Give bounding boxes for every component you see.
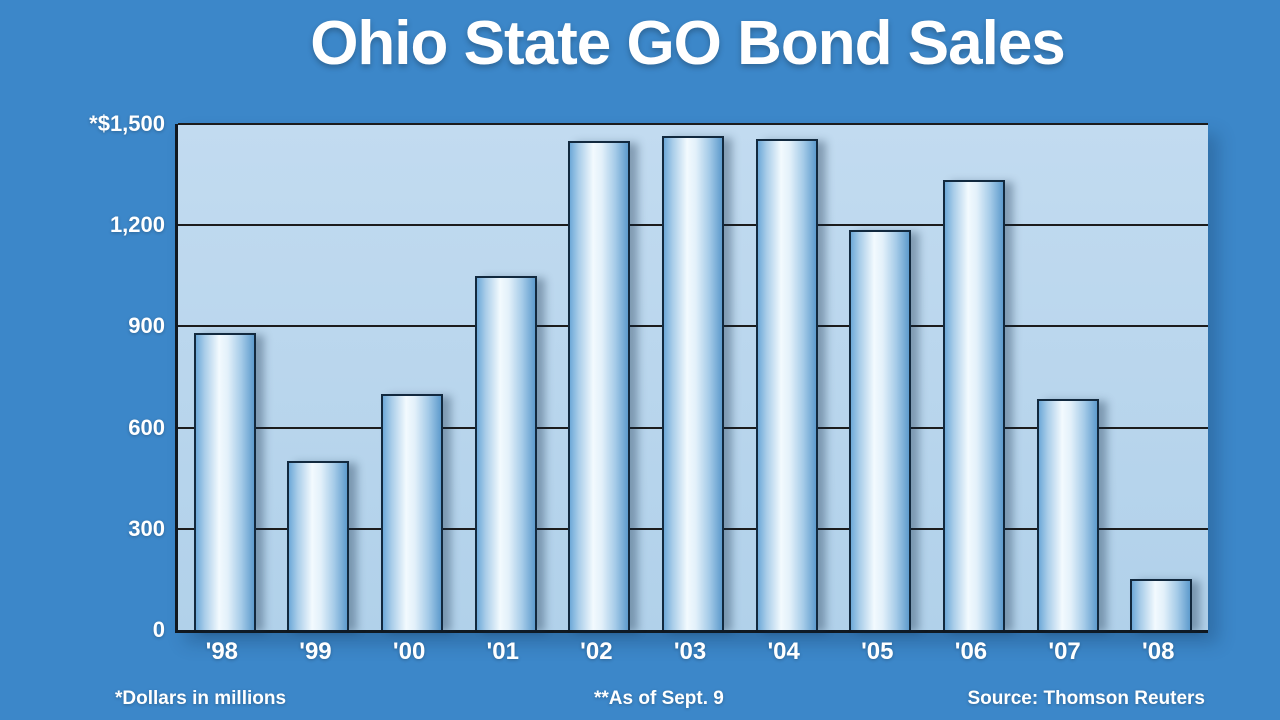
x-tick-label-07: '07 (1048, 638, 1081, 665)
plot-area (175, 123, 1208, 633)
x-tick-label-98: '98 (205, 638, 239, 665)
x-tick-label-06: '06 (954, 638, 988, 665)
gridline-1500 (178, 123, 1208, 125)
x-tick-label-04: '04 (767, 638, 800, 665)
bar-98 (193, 333, 256, 630)
bar-01 (474, 276, 537, 630)
footnotes: *Dollars in millions **As of Sept. 9 Sou… (0, 688, 1280, 714)
footnote-asof: **As of Sept. 9 (594, 688, 724, 709)
bar-05 (849, 230, 912, 630)
footnote-source: Source: Thomson Reuters (967, 688, 1205, 709)
bar-00 (381, 394, 444, 630)
y-tick-label-300: 300 (128, 515, 165, 541)
y-tick-label-900: 900 (128, 313, 165, 339)
y-tick-label-600: 600 (128, 414, 165, 440)
x-tick-label-05: '05 (861, 638, 894, 665)
x-axis-labels: '98 '99 '00 '01 '02 '03 '04 '05 '06 '07 '08 (175, 638, 1205, 672)
y-tick-label-0: 0 (152, 617, 165, 642)
y-tick-label-1500: *$1,500 (89, 111, 165, 136)
x-tick-label-08: '08 (1142, 638, 1175, 665)
bar-08 (1130, 579, 1193, 630)
bar-02 (568, 141, 631, 630)
x-tick-label-01: '01 (486, 638, 519, 665)
bar-99 (287, 461, 350, 630)
bar-07 (1036, 399, 1099, 630)
bar-06 (942, 180, 1005, 630)
x-tick-label-02: '02 (580, 638, 613, 665)
bar-03 (662, 136, 724, 630)
y-axis-labels: 0 300 600 900 1,200 *$1,500 (40, 111, 165, 642)
x-tick-label-00: '00 (392, 638, 426, 665)
y-tick-label-1200: 1,200 (109, 212, 165, 238)
chart-title: Ohio State GO Bond Sales (310, 9, 1066, 78)
x-tick-label-03: '03 (673, 638, 707, 665)
footnote-units: *Dollars in millions (115, 688, 287, 709)
bar-04 (755, 139, 818, 630)
x-tick-label-99: '99 (299, 638, 332, 665)
